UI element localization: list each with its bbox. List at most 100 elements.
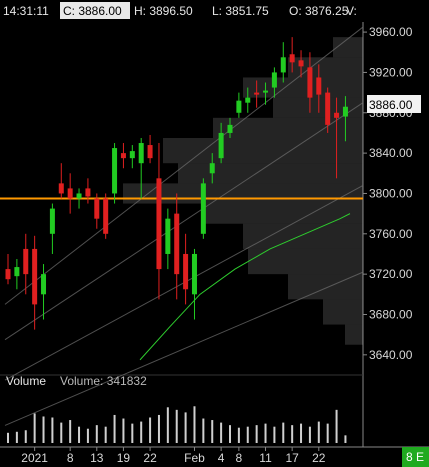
candle-body bbox=[227, 124, 233, 133]
volume-bar bbox=[122, 418, 125, 443]
header-high: H: 3896.50 bbox=[134, 4, 193, 18]
candle-body bbox=[165, 218, 171, 254]
volume-bar bbox=[344, 435, 347, 443]
volume-bar bbox=[7, 432, 9, 443]
candle-body bbox=[183, 253, 189, 290]
x-tick-label: Feb bbox=[184, 451, 205, 465]
volume-bar bbox=[95, 425, 98, 443]
volume-bar bbox=[300, 423, 303, 443]
channel-line bbox=[4, 271, 364, 426]
candle-body bbox=[94, 198, 100, 219]
candle-body bbox=[307, 67, 313, 98]
candle-body bbox=[41, 274, 47, 295]
candle-body bbox=[280, 57, 286, 73]
y-tick-label: 3640.00 bbox=[369, 348, 413, 362]
x-tick-label: 2021 bbox=[21, 451, 48, 465]
volume-bar bbox=[86, 428, 89, 443]
volume-profile-bar bbox=[345, 324, 363, 345]
volume-bar bbox=[42, 416, 45, 443]
volume-bar bbox=[51, 417, 54, 443]
grid bbox=[0, 22, 429, 448]
candle-body bbox=[103, 198, 109, 234]
candle-body bbox=[58, 183, 64, 194]
volume-profile-bar bbox=[243, 223, 363, 249]
x-tick-label: 4 bbox=[218, 451, 225, 465]
header-time: 14:31:11 bbox=[3, 4, 49, 18]
volume-bar bbox=[157, 414, 160, 443]
volume-bar bbox=[131, 423, 134, 443]
price-tag-box bbox=[367, 95, 421, 113]
candle-body bbox=[14, 267, 20, 277]
volume-profile-bar bbox=[288, 57, 363, 78]
volume-bar bbox=[193, 406, 196, 443]
candle-body bbox=[129, 151, 135, 159]
y-tick-label: 3680.00 bbox=[369, 307, 413, 321]
moving-average-line bbox=[139, 213, 351, 361]
volume-bar bbox=[113, 414, 116, 443]
volume-profile-bar bbox=[323, 299, 363, 325]
channel-line bbox=[4, 26, 364, 305]
volume-bar bbox=[202, 418, 205, 443]
candle-body bbox=[325, 92, 331, 125]
volume-profile-bar bbox=[203, 203, 363, 224]
header-close: C: 3886.00 bbox=[63, 4, 122, 18]
trend-channel bbox=[4, 26, 364, 426]
header-low: L: 3851.75 bbox=[212, 4, 269, 18]
volume-value: Volume: 341832 bbox=[60, 374, 147, 388]
candle-body bbox=[254, 92, 260, 95]
volume-bar bbox=[246, 426, 249, 443]
candle-body bbox=[49, 208, 55, 234]
volume-profile-bar bbox=[213, 117, 363, 138]
x-tick-label: 22 bbox=[143, 451, 157, 465]
candle-body bbox=[298, 60, 304, 67]
volume-bar bbox=[211, 420, 214, 443]
candle-body bbox=[316, 77, 322, 95]
y-tick-label: 3920.00 bbox=[369, 65, 413, 79]
volume-profile-bar bbox=[248, 248, 363, 275]
x-tick-label: 19 bbox=[117, 451, 131, 465]
candle-body bbox=[236, 100, 242, 113]
x-tick-label: 11 bbox=[259, 451, 272, 465]
candle-body bbox=[334, 112, 340, 118]
volume-bar bbox=[282, 422, 285, 443]
volume-bar bbox=[175, 409, 178, 443]
x-axis: 2021 8 13 19 22 Feb 4 8 11 17 22 bbox=[21, 447, 326, 465]
badge-box bbox=[402, 447, 429, 467]
badge: 8 E bbox=[406, 450, 424, 464]
volume-bar bbox=[33, 413, 36, 443]
volume-bar bbox=[220, 422, 223, 443]
volume-bar bbox=[326, 423, 329, 443]
volume-bar bbox=[237, 427, 240, 443]
x-tick-label: 8 bbox=[67, 451, 74, 465]
candle-body bbox=[263, 90, 269, 93]
candle-body bbox=[5, 269, 11, 280]
close-label-box bbox=[60, 2, 130, 19]
volume-profile-bar bbox=[243, 77, 363, 98]
x-tick-label: 8 bbox=[236, 451, 243, 465]
y-tick-label: 3720.00 bbox=[369, 267, 413, 281]
candle-body bbox=[271, 72, 277, 88]
y-tick-label: 3960.00 bbox=[369, 25, 413, 39]
volume-bar bbox=[184, 412, 187, 443]
candle-body bbox=[245, 97, 251, 103]
y-axis: 3960.003920.003880.003840.003800.003760.… bbox=[363, 25, 413, 362]
candle-body bbox=[174, 213, 180, 275]
candle-body bbox=[200, 183, 206, 234]
candle-body bbox=[23, 248, 29, 275]
y-tick-label: 3800.00 bbox=[369, 186, 413, 200]
volume-profile-bar bbox=[288, 274, 363, 300]
x-tick-label: 17 bbox=[285, 451, 299, 465]
volume-bars bbox=[7, 406, 347, 443]
volume-bar bbox=[69, 420, 72, 443]
volume-bar bbox=[60, 422, 63, 443]
volume-profile-bar bbox=[273, 97, 363, 118]
candle-body bbox=[32, 248, 38, 305]
y-tick-label: 3840.00 bbox=[369, 146, 413, 160]
volume-profile-bar bbox=[163, 137, 363, 164]
volume-bar bbox=[166, 407, 169, 443]
candles bbox=[5, 37, 348, 330]
volume-bar bbox=[335, 409, 338, 443]
candle-body bbox=[85, 188, 91, 197]
candle-body bbox=[342, 106, 348, 117]
candle-body bbox=[156, 178, 162, 270]
